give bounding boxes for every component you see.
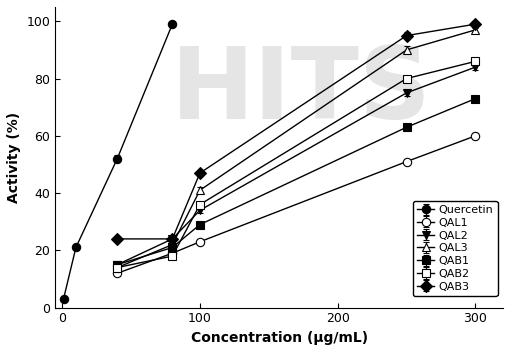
Y-axis label: Activity (%): Activity (%) xyxy=(7,112,21,203)
X-axis label: Concentration (μg/mL): Concentration (μg/mL) xyxy=(190,331,367,345)
Text: HITS: HITS xyxy=(171,43,431,140)
Legend: Quercetin, QAL1, QAL2, QAL3, QAB1, QAB2, QAB3: Quercetin, QAL1, QAL2, QAL3, QAB1, QAB2,… xyxy=(412,201,496,296)
